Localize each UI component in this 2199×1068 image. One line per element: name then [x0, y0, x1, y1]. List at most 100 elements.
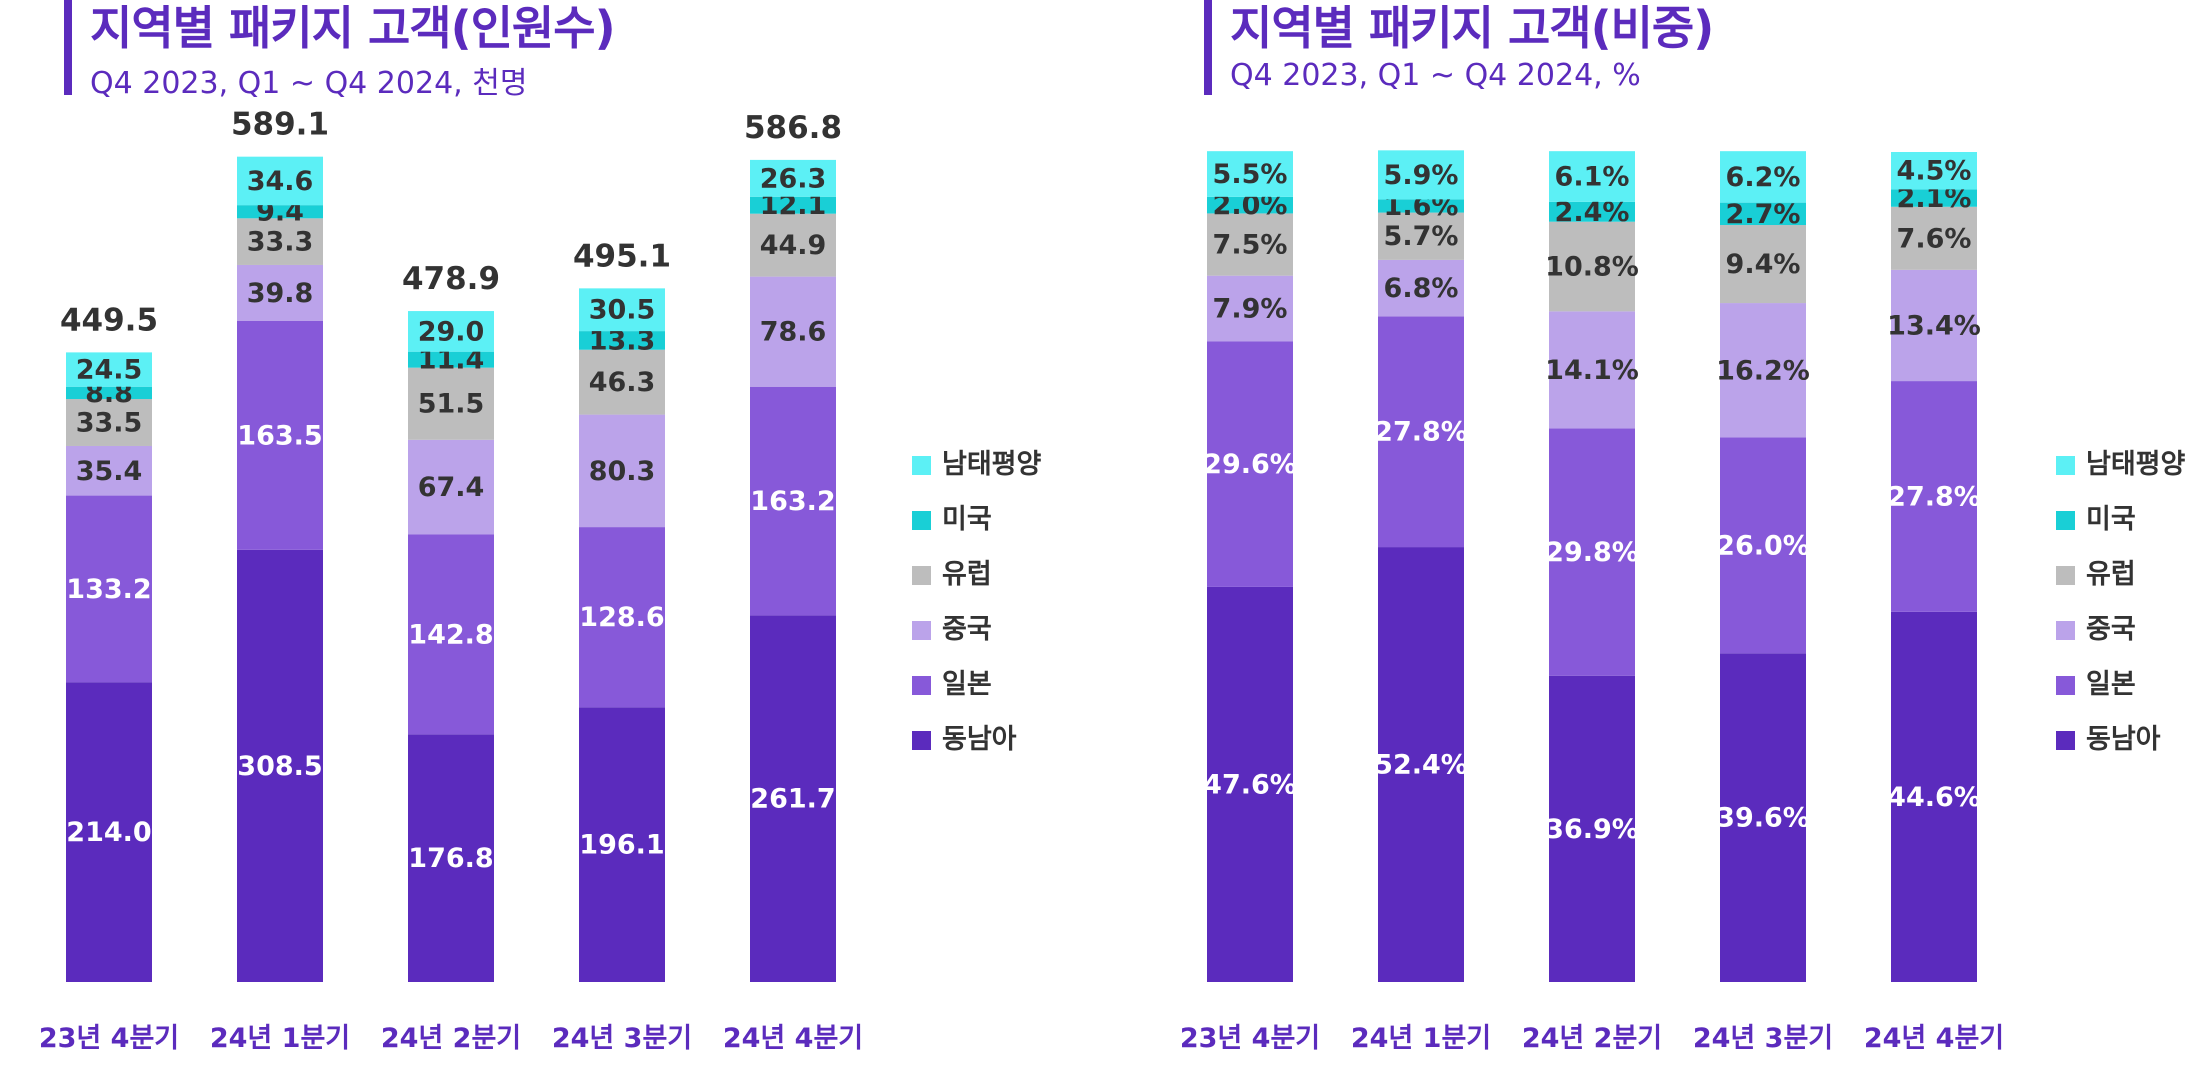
data-label-japan: 163.5	[237, 420, 322, 451]
bar-segment-europe	[66, 399, 152, 446]
data-label-europe: 10.8%	[1545, 252, 1639, 283]
legend-swatch	[2056, 456, 2075, 475]
bar-segment-europe	[1549, 221, 1635, 312]
bar-segment-japan	[1720, 437, 1806, 654]
bar-segment-europe	[579, 349, 665, 415]
bar-segment-china	[579, 414, 665, 528]
data-label-south-pacific: 29.0	[418, 316, 485, 347]
data-label-europe: 33.5	[76, 408, 143, 439]
legend-swatch	[912, 456, 931, 475]
data-label-usa: 2.7%	[1726, 199, 1801, 230]
bar-segment-usa	[579, 331, 665, 350]
bar-segment-europe	[1720, 225, 1806, 304]
bar-segment-south-pacific	[408, 311, 494, 352]
data-label-southeast-asia: 47.6%	[1203, 769, 1297, 800]
bar-segment-japan	[1378, 316, 1464, 548]
data-label-europe: 46.3	[589, 367, 656, 398]
stacked-bar-chart-share: 47.6%29.6%7.9%7.5%2.0%5.5%23년 4분기52.4%27…	[1180, 150, 2004, 1054]
data-label-south-pacific: 4.5%	[1897, 156, 1972, 187]
bar-segment-china	[66, 445, 152, 496]
chart-title: 지역별 패키지 고객(비중)	[1230, 1, 1714, 55]
bar-segment-south-pacific	[1720, 151, 1806, 203]
x-tick-label: 24년 1분기	[1351, 1023, 1491, 1054]
legend-label: 동남아	[942, 724, 1017, 755]
legend-label: 유럽	[2086, 559, 2136, 590]
bar-segment-china	[1207, 275, 1293, 342]
legend-swatch	[912, 566, 931, 585]
bar-segment-south-pacific	[1378, 150, 1464, 200]
chart-subtitle: Q4 2023, Q1 ~ Q4 2024, 천명	[90, 66, 528, 101]
data-label-japan: 128.6	[579, 602, 664, 633]
bar-segment-usa	[237, 205, 323, 219]
data-label-china: 14.1%	[1545, 355, 1639, 386]
bar-segment-usa	[66, 386, 152, 400]
data-label-china: 6.8%	[1384, 273, 1459, 304]
bar-segment-southeast-asia	[66, 682, 152, 982]
legend-label: 유럽	[942, 559, 992, 590]
x-tick-label: 24년 4분기	[723, 1023, 863, 1054]
bar-segment-southeast-asia	[1207, 586, 1293, 982]
legend-label: 일본	[942, 669, 992, 700]
bar-segment-europe	[237, 218, 323, 265]
bar-segment-japan	[408, 534, 494, 735]
legend-label: 중국	[2086, 614, 2136, 645]
bar-segment-south-pacific	[66, 352, 152, 387]
legend-label: 미국	[2086, 504, 2136, 535]
x-tick-label: 24년 3분기	[1693, 1023, 1833, 1054]
bar-segment-southeast-asia	[408, 734, 494, 982]
headcount-chart-panel: 지역별 패키지 고객(인원수) Q4 2023, Q1 ~ Q4 2024, 천…	[39, 0, 1041, 1054]
bar-segment-usa	[1720, 202, 1806, 226]
bar-segment-europe	[408, 367, 494, 440]
data-label-southeast-asia: 52.4%	[1374, 750, 1468, 781]
bar-segment-china	[750, 276, 836, 387]
legend-swatch	[2056, 511, 2075, 530]
data-label-china: 67.4	[418, 472, 485, 503]
bar-segment-china	[1720, 303, 1806, 438]
bar-segment-europe	[1378, 212, 1464, 260]
bar-segment-japan	[1549, 428, 1635, 676]
data-label-south-pacific: 30.5	[589, 295, 656, 326]
bar-segment-japan	[750, 386, 836, 616]
bar-segment-southeast-asia	[237, 549, 323, 982]
legend-swatch	[912, 621, 931, 640]
bar-segment-southeast-asia	[1720, 653, 1806, 982]
bar-segment-southeast-asia	[1549, 675, 1635, 982]
share-chart-panel: 지역별 패키지 고객(비중) Q4 2023, Q1 ~ Q4 2024, % …	[1140, 0, 2199, 1068]
bar-segment-china	[1378, 259, 1464, 317]
bar-segment-south-pacific	[1891, 152, 1977, 190]
legend-label: 동남아	[2086, 724, 2161, 755]
bar-segment-usa	[1549, 201, 1635, 222]
data-label-europe: 9.4%	[1726, 249, 1801, 280]
bar-segment-china	[408, 439, 494, 535]
legend-label: 일본	[2086, 669, 2136, 700]
legend-label: 중국	[942, 614, 992, 645]
x-tick-label: 24년 3분기	[552, 1023, 692, 1054]
bar-segment-japan	[237, 320, 323, 550]
bar-segment-southeast-asia	[579, 707, 665, 982]
bar-segment-south-pacific	[1549, 151, 1635, 202]
data-label-southeast-asia: 176.8	[408, 843, 493, 874]
data-label-southeast-asia: 308.5	[237, 751, 322, 782]
legend-swatch	[2056, 731, 2075, 750]
legend-swatch	[912, 676, 931, 695]
data-label-usa: 2.4%	[1555, 197, 1630, 228]
data-label-europe: 7.5%	[1213, 230, 1288, 261]
x-tick-label: 24년 2분기	[381, 1023, 521, 1054]
bar-segment-usa	[1207, 196, 1293, 214]
data-label-south-pacific: 34.6	[247, 166, 314, 197]
data-label-southeast-asia: 196.1	[579, 830, 664, 861]
total-label: 589.1	[231, 107, 329, 143]
bar-segment-south-pacific	[579, 288, 665, 332]
x-tick-label: 23년 4분기	[39, 1023, 179, 1054]
bar-segment-usa	[750, 196, 836, 214]
chart-subtitle: Q4 2023, Q1 ~ Q4 2024, %	[1230, 58, 1641, 93]
title-accent-bar	[1204, 0, 1212, 95]
data-label-southeast-asia: 261.7	[750, 784, 835, 815]
x-tick-label: 23년 4분기	[1180, 1023, 1320, 1054]
data-label-south-pacific: 24.5	[76, 355, 143, 386]
legend-swatch	[912, 731, 931, 750]
data-label-japan: 142.8	[408, 619, 493, 650]
data-label-southeast-asia: 39.6%	[1716, 803, 1810, 834]
bar-segment-europe	[1891, 206, 1977, 270]
